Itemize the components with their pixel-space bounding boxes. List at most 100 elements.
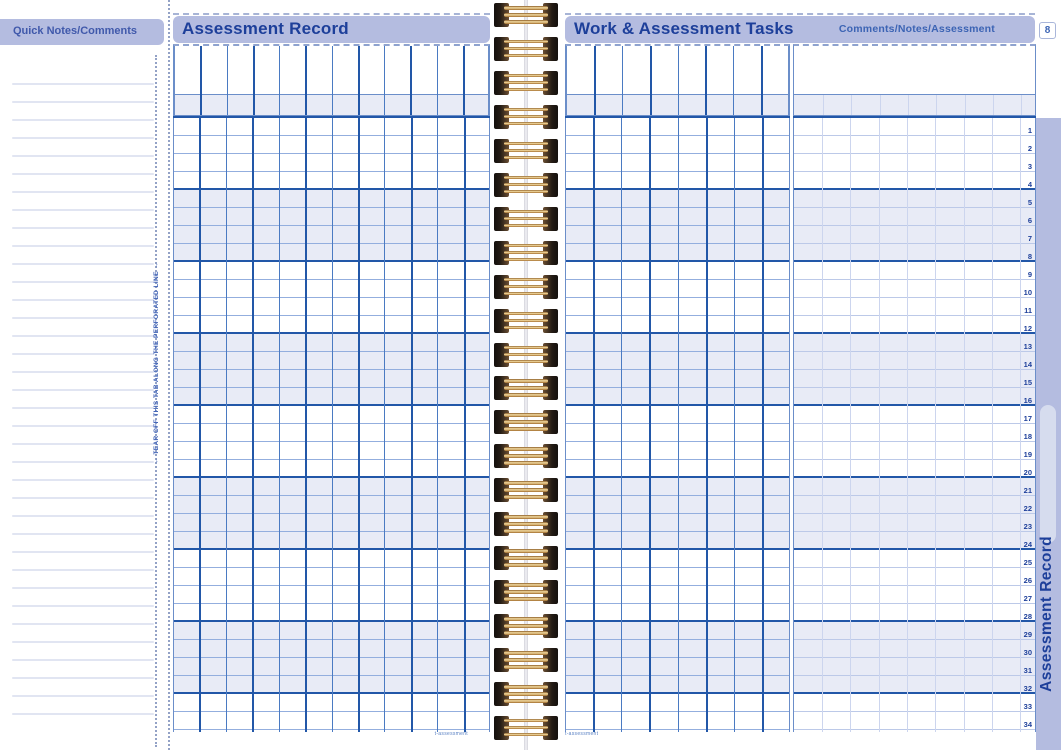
- row-number: 8: [1027, 252, 1032, 261]
- grid-row: [793, 262, 1036, 280]
- sub-column-line: [935, 118, 937, 732]
- comment-grid-columns: 1 2 3 4 5 6 7 8 9 10 11 12 13 14 15 16 17 18 19 20 21 22 23 24 2…: [793, 118, 1036, 732]
- tear-off-instruction: ← TEAR OFF THIS TAB ALONG THE PERFORATED…: [153, 262, 166, 482]
- grid-row: [793, 694, 1036, 712]
- left-page-footer: t-assessment: [434, 731, 468, 737]
- grid-row: [793, 424, 1036, 442]
- row-number: 22: [1023, 504, 1032, 513]
- grid-row: [793, 658, 1036, 676]
- note-line: [12, 587, 154, 589]
- column-line: [761, 46, 764, 115]
- coil-wire: [504, 685, 548, 689]
- coil-wire: [504, 549, 548, 553]
- spiral-coil: [494, 648, 558, 673]
- right-page-top-perforation: [565, 13, 1035, 15]
- coil-wire: [504, 13, 548, 17]
- column-line: [384, 118, 386, 732]
- column-line: [279, 46, 280, 115]
- note-line: [12, 515, 154, 517]
- column-line: [677, 46, 679, 115]
- row-number: 4: [1027, 180, 1032, 189]
- assessment-record-title-bar: Assessment Record: [173, 16, 490, 43]
- row-number: 27: [1023, 594, 1032, 603]
- column-line: [410, 118, 413, 732]
- row-number: 32: [1023, 684, 1032, 693]
- comment-header-white-box: [794, 46, 1035, 95]
- spiral-coil: [494, 104, 558, 129]
- quick-notes-ruled-lines: [12, 83, 154, 743]
- note-line: [12, 497, 154, 499]
- left-grid-columns: [173, 118, 490, 732]
- column-line: [761, 118, 764, 732]
- column-line: [733, 46, 735, 115]
- coil-wire: [504, 393, 548, 397]
- sub-column-line: [822, 118, 823, 732]
- grid-row: [793, 352, 1036, 370]
- note-line: [12, 317, 154, 319]
- note-line: [12, 605, 154, 607]
- row-number: 28: [1023, 612, 1032, 621]
- column-line: [305, 118, 308, 732]
- sub-column-line: [850, 118, 852, 732]
- note-line: [12, 101, 154, 103]
- spiral-coil: [494, 715, 558, 740]
- grid-left-edge: [565, 118, 566, 732]
- note-line: [12, 209, 154, 211]
- comment-header-box: [793, 44, 1036, 116]
- note-line: [12, 659, 154, 661]
- sub-column-line: [963, 118, 965, 732]
- left-header-grid: [173, 44, 490, 116]
- note-line: [12, 191, 154, 193]
- spiral-coil: [494, 342, 558, 367]
- coil-wire: [504, 658, 548, 662]
- grid-row: [793, 190, 1036, 208]
- coil-wire: [504, 325, 548, 330]
- coil-wire: [504, 209, 548, 214]
- coil-wire: [504, 189, 548, 194]
- column-line: [331, 46, 333, 115]
- task-header-grid: [565, 44, 790, 116]
- column-line: [252, 118, 255, 732]
- grid-row: [793, 370, 1036, 388]
- coil-wire: [504, 651, 548, 655]
- row-number: 12: [1023, 324, 1032, 333]
- spiral-coil: [494, 240, 558, 265]
- grid-row: [793, 676, 1036, 694]
- page-number: 8: [1044, 25, 1051, 36]
- left-page-top-perforation: [173, 13, 490, 15]
- coil-wire: [504, 243, 548, 248]
- grid-row: [793, 604, 1036, 622]
- column-line: [357, 118, 360, 732]
- coil-wire: [504, 692, 548, 696]
- row-number: 6: [1027, 216, 1032, 225]
- grid-row: [793, 460, 1036, 478]
- note-line: [12, 173, 154, 175]
- coil-wire: [504, 352, 548, 356]
- note-line: [12, 281, 154, 283]
- coil-wire: [504, 250, 548, 255]
- coil-wire: [504, 291, 548, 296]
- coil-wire: [504, 665, 548, 669]
- grid-right-edge: [1035, 118, 1036, 732]
- sub-column-line: [936, 95, 938, 115]
- task-grid-columns: [565, 118, 790, 732]
- note-line: [12, 227, 154, 229]
- column-line: [199, 118, 202, 732]
- row-number: 19: [1023, 450, 1032, 459]
- work-tasks-title: Work & Assessment Tasks: [574, 19, 794, 38]
- coil-wire: [504, 522, 548, 526]
- coil-wire: [504, 53, 548, 58]
- coil-wire: [504, 121, 548, 126]
- tab-highlight: [1040, 405, 1056, 543]
- coil-wire: [504, 725, 548, 730]
- note-line: [12, 371, 154, 373]
- note-line: [12, 551, 154, 553]
- row-number: 3: [1027, 162, 1032, 171]
- column-line: [410, 46, 413, 115]
- spiral-coil: [494, 172, 558, 197]
- column-line: [437, 118, 439, 732]
- column-line: [436, 46, 438, 115]
- grid-right-edge: [789, 118, 790, 732]
- grid-row: [793, 568, 1036, 586]
